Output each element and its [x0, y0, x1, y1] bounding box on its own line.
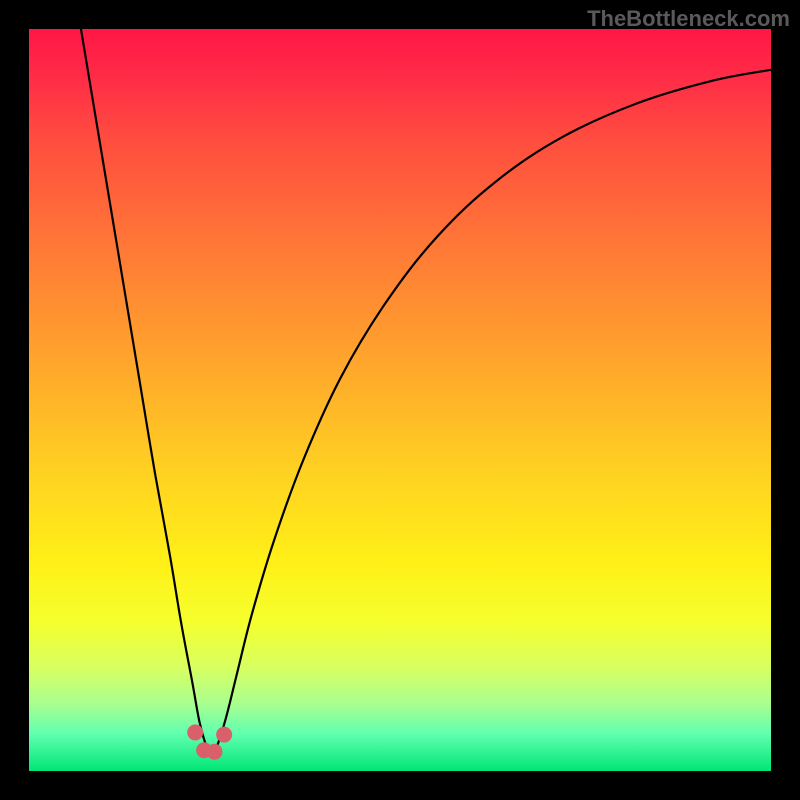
valley-dot [207, 744, 223, 760]
watermark-text: TheBottleneck.com [587, 6, 790, 32]
plot-area [29, 29, 771, 771]
valley-dot [216, 727, 232, 743]
curve-layer [29, 29, 771, 771]
chart-container: TheBottleneck.com [0, 0, 800, 800]
valley-dots [187, 724, 232, 759]
bottleneck-curve [81, 29, 771, 755]
valley-dot [187, 724, 203, 740]
